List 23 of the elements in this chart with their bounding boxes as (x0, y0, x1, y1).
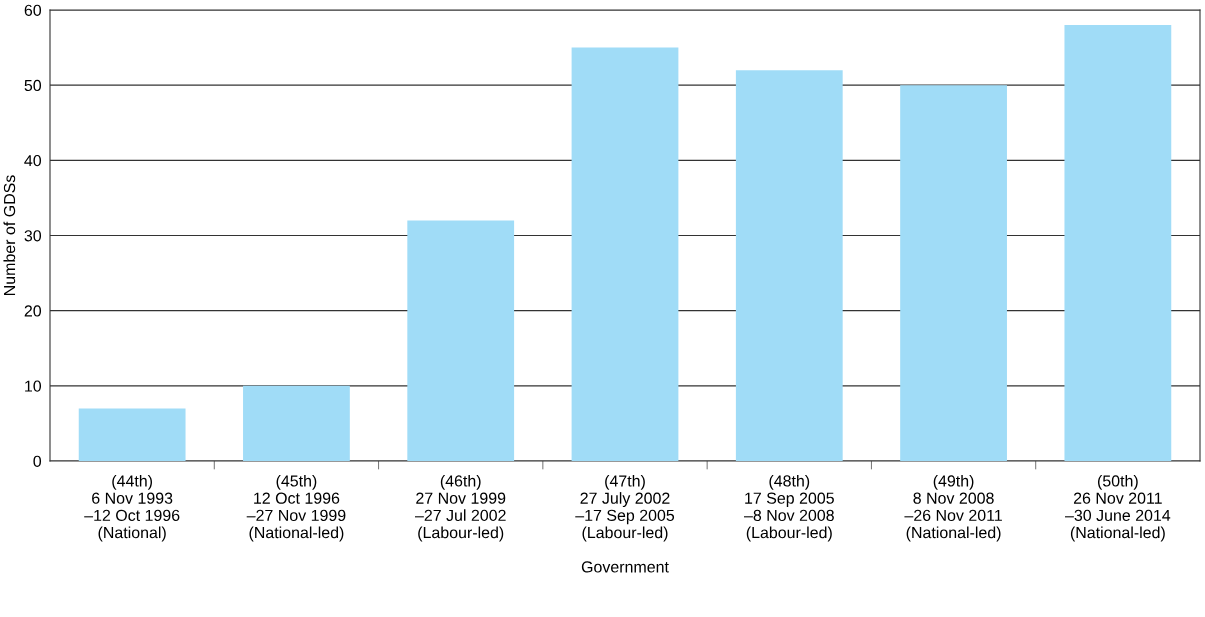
x-axis-title: Government (581, 561, 669, 573)
y-tick-label: 0 (33, 455, 42, 467)
x-tick-label: (46th) 27 Nov 1999 –27 Jul 2002 (Labour-led) (414, 474, 506, 542)
y-axis-title: Number of GDSs (3, 175, 16, 295)
bar (243, 385, 350, 461)
x-tick-label: (44th) 6 Nov 1993 –12 Oct 1996 (National) (84, 474, 180, 542)
x-tick-label: (49th) 8 Nov 2008 –26 Nov 2011 (National-led) (904, 474, 1002, 542)
bar (78, 408, 186, 461)
y-tick-label: 30 (24, 230, 42, 242)
bar (571, 47, 679, 461)
y-tick-label: 40 (24, 154, 42, 167)
y-tick-label: 50 (24, 79, 42, 92)
bar (900, 85, 1007, 461)
bar (407, 220, 515, 461)
y-tick-label: 20 (24, 305, 42, 317)
x-tick-label: (45th) 12 Oct 1996 –27 Nov 1999 (National-led) (246, 474, 346, 542)
x-tick-label: (50th) 26 Nov 2011 –30 June 2014 (National-led) (1065, 474, 1171, 542)
x-tick-label: (48th) 17 Sep 2005 –8 Nov 2008 (Labour-led) (744, 474, 834, 542)
x-tick-label: (47th) 27 July 2002 –17 Sep 2005 (Labour-led) (575, 474, 675, 542)
bar (735, 70, 843, 461)
y-tick-label: 10 (25, 380, 42, 392)
bar (1064, 25, 1172, 461)
y-tick-label: 60 (24, 4, 42, 16)
